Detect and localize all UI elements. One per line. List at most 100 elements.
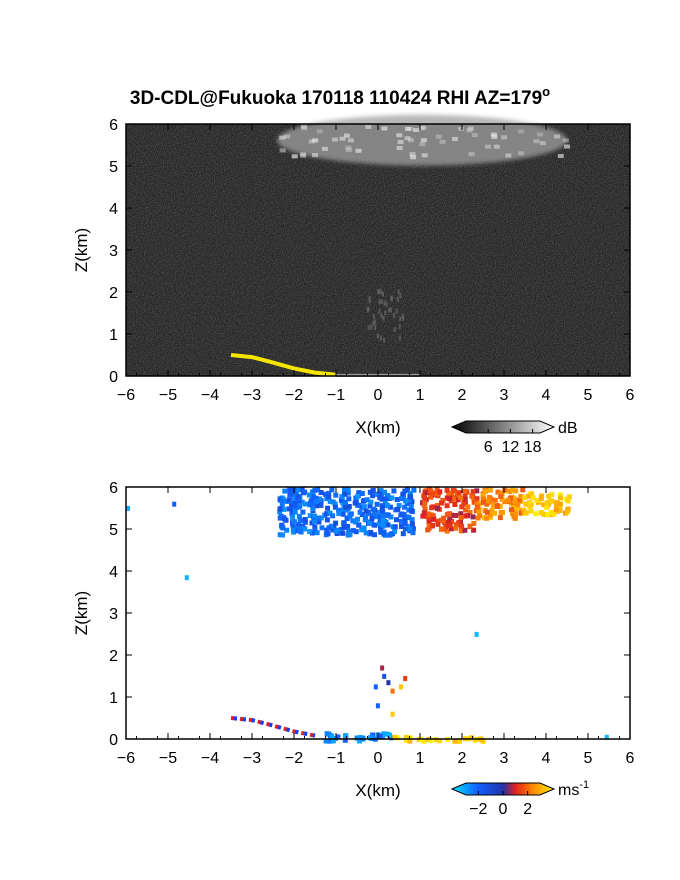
velocity-cell xyxy=(530,495,536,501)
velocity-cell xyxy=(343,504,349,510)
velocity-cell xyxy=(551,511,557,517)
velocity-cell xyxy=(377,521,382,527)
streak-cell xyxy=(390,307,393,313)
cloud-cell xyxy=(308,139,315,144)
velocity-cell xyxy=(326,494,332,500)
streak-cell xyxy=(401,313,404,319)
cloud-cell xyxy=(279,148,286,153)
streak-cell xyxy=(393,327,396,333)
velocity-cell xyxy=(346,504,352,509)
velocity-cell xyxy=(446,519,452,525)
velocity-cell xyxy=(333,492,339,498)
y-tick-label: 1 xyxy=(109,690,118,707)
velocity-cell xyxy=(462,493,468,499)
x-tick-label: 1 xyxy=(416,387,425,404)
velocity-cell xyxy=(465,504,471,510)
cloud-cell xyxy=(404,136,411,141)
velocity-cell xyxy=(379,505,385,511)
x-tick-label: −3 xyxy=(243,387,261,404)
velocity-cell xyxy=(356,490,362,496)
cloud-cell xyxy=(466,128,473,133)
velocity-cell xyxy=(290,516,296,522)
x-tick-label: 5 xyxy=(584,750,593,767)
velocity-cell xyxy=(381,522,387,528)
velocity-pixel xyxy=(172,501,177,507)
velocity-cell xyxy=(372,532,377,538)
x-tick-label: −5 xyxy=(159,750,177,767)
velocity-cell xyxy=(288,489,294,495)
velocity-cell xyxy=(399,518,404,524)
x-tick-label: 6 xyxy=(626,750,635,767)
velocity-cell xyxy=(280,525,286,531)
colorbar-tick-label: −2 xyxy=(469,801,487,818)
velocity-cell xyxy=(480,499,486,505)
velocity-pixel xyxy=(126,505,130,511)
y-tick-label: 2 xyxy=(109,648,118,665)
velocity-cell xyxy=(458,495,464,501)
velocity-cell xyxy=(409,517,415,523)
velocity-cell xyxy=(292,509,298,515)
velocity-cell xyxy=(388,735,394,741)
velocity-cell xyxy=(541,502,547,508)
cloud-cell xyxy=(365,124,372,129)
velocity-cell xyxy=(392,529,398,534)
velocity-cell xyxy=(394,517,399,523)
velocity-cell xyxy=(382,496,388,502)
velocity-cell xyxy=(434,505,440,511)
streak-cell xyxy=(366,307,369,313)
streak-cell xyxy=(382,315,385,321)
y-axis-label: Z(km) xyxy=(72,228,91,272)
streak-cell xyxy=(384,310,387,316)
velocity-cell xyxy=(329,487,335,493)
streak-cell xyxy=(382,291,385,297)
velocity-cell xyxy=(447,515,453,521)
velocity-cell xyxy=(296,521,301,527)
cloud-cell xyxy=(347,138,354,143)
velocity-cell xyxy=(422,495,428,501)
velocity-cell xyxy=(402,517,408,523)
velocity-cell xyxy=(382,499,388,505)
velocity-cell xyxy=(454,522,460,528)
velocity-cell xyxy=(380,508,385,514)
cloud-cell xyxy=(355,148,362,153)
velocity-cell xyxy=(377,495,383,500)
velocity-cell xyxy=(377,517,383,523)
streak-cell xyxy=(374,319,377,325)
velocity-cell xyxy=(404,501,410,506)
velocity-cell xyxy=(291,529,296,535)
velocity-cell xyxy=(385,503,391,509)
velocity-cell xyxy=(475,515,481,521)
velocity-cell xyxy=(384,512,390,518)
cloud-cell xyxy=(321,146,328,151)
velocity-cell xyxy=(307,502,313,508)
velocity-cell xyxy=(357,509,363,515)
velocity-cell xyxy=(381,731,387,737)
velocity-cell xyxy=(407,490,413,496)
velocity-cell xyxy=(474,504,480,510)
velocity-cell xyxy=(439,500,444,506)
velocity-cell xyxy=(492,510,498,516)
velocity-cell xyxy=(512,499,518,505)
streak-cell xyxy=(377,289,380,295)
velocity-cell xyxy=(389,495,395,501)
velocity-cell xyxy=(490,502,496,508)
velocity-cell xyxy=(395,506,401,512)
velocity-cell xyxy=(295,524,301,530)
velocity-cell xyxy=(291,496,297,502)
y-tick-label: 1 xyxy=(109,327,118,344)
velocity-cell xyxy=(326,525,332,531)
velocity-cell xyxy=(520,487,526,493)
velocity-cell xyxy=(324,511,330,517)
velocity-cell xyxy=(368,529,374,535)
velocity-cell xyxy=(290,523,296,528)
velocity-cell xyxy=(422,506,428,512)
x-tick-label: −5 xyxy=(159,387,177,404)
y-tick-label: 4 xyxy=(109,564,118,581)
cloud-cell xyxy=(396,146,403,151)
velocity-cell xyxy=(467,510,473,515)
cloud-cell xyxy=(300,124,307,129)
velocity-cell xyxy=(375,491,381,497)
velocity-cell xyxy=(422,500,428,506)
velocity-cell xyxy=(402,504,408,510)
velocity-cell xyxy=(367,519,372,525)
